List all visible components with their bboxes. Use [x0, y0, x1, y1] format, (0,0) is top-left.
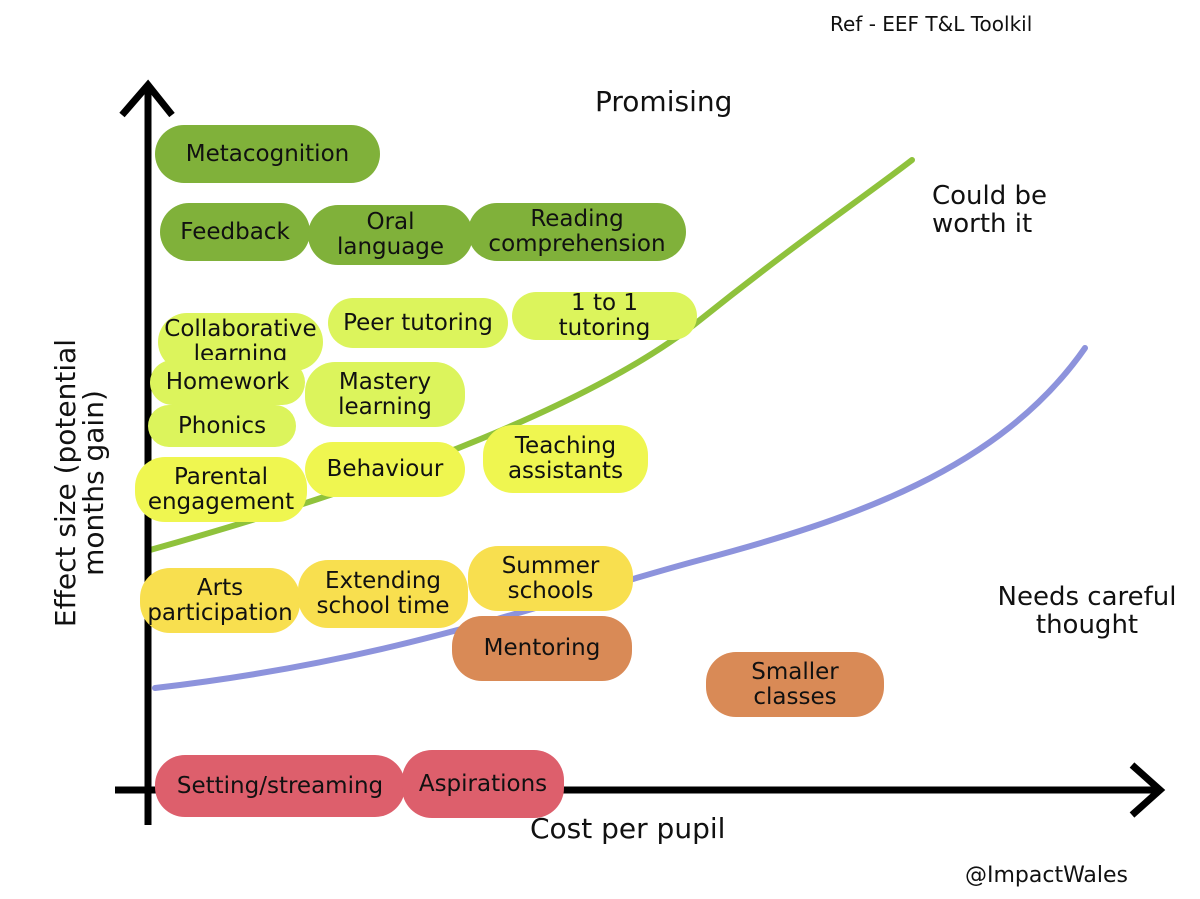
zone-label: Could be worth it	[932, 181, 1048, 239]
strategy-pill: Metacognition	[155, 125, 380, 183]
strategy-pill: Setting/streaming	[155, 755, 405, 817]
zone-label: Promising	[595, 85, 733, 118]
strategy-pill: Behaviour	[305, 442, 465, 497]
strategy-pill: Phonics	[148, 405, 296, 447]
strategy-pill: Summer schools	[468, 546, 633, 611]
strategy-pill: Extending school time	[298, 560, 468, 628]
strategy-pill: Mentoring	[452, 616, 632, 681]
zone-label: Needs careful thought	[997, 582, 1177, 640]
strategy-pill: Peer tutoring	[328, 298, 508, 348]
strategy-pill: Mastery learning	[305, 362, 465, 427]
strategy-pill: Oral language	[308, 205, 473, 265]
x-arrow	[1129, 762, 1166, 818]
strategy-pill: Parental engagement	[135, 457, 307, 522]
y-axis-label: Effect size (potential months gain)	[49, 338, 110, 628]
strategy-pill: Reading comprehension	[468, 203, 686, 261]
y-arrow	[119, 79, 175, 118]
strategy-pill: Arts participation	[140, 568, 300, 633]
credit: @ImpactWales	[965, 863, 1129, 888]
strategy-pill: Feedback	[160, 203, 310, 261]
x-axis-label: Cost per pupil	[530, 812, 726, 845]
strategy-pill: Homework	[150, 360, 305, 405]
blue-curve	[152, 345, 1088, 691]
strategy-pill: Smaller classes	[706, 652, 884, 717]
strategy-pill: 1 to 1 tutoring	[512, 291, 697, 341]
strategy-pill: Teaching assistants	[483, 425, 648, 493]
reference-note: Ref - EEF T&L Toolkil	[830, 12, 1033, 36]
strategy-pill: Aspirations	[402, 750, 564, 818]
